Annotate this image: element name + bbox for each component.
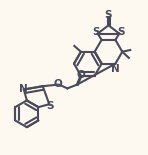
Text: N: N (111, 64, 120, 74)
Text: S: S (105, 10, 112, 20)
Text: N: N (19, 84, 28, 94)
Text: S: S (92, 27, 100, 38)
Text: O: O (76, 70, 85, 80)
Text: O: O (54, 79, 62, 89)
Text: S: S (117, 27, 124, 38)
Text: S: S (46, 101, 53, 111)
